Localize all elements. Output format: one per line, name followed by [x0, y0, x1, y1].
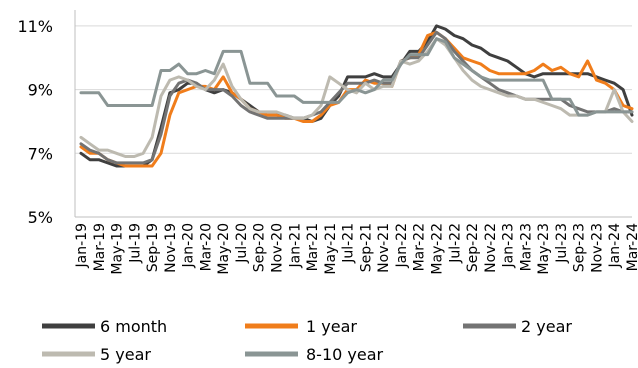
x-tick-label: Sep-23	[572, 223, 588, 272]
x-tick-label: Jul-20	[234, 223, 250, 264]
x-tick-label: Sep-20	[252, 223, 268, 272]
series-lines	[79, 24, 634, 168]
x-tick-label: Nov-20	[270, 223, 286, 273]
x-tick-label: May-20	[216, 223, 232, 275]
legend-label-5-year: 5 year	[100, 345, 151, 364]
x-tick-label: May-22	[429, 223, 445, 275]
x-tick-label: Nov-19	[163, 223, 179, 273]
y-tick-label: 7%	[28, 144, 53, 163]
legend-label-8-10-year: 8-10 year	[306, 345, 384, 364]
y-tick-label: 11%	[17, 17, 53, 36]
x-tick-label: Jan-19	[74, 223, 90, 268]
x-tick-label: May-23	[536, 223, 552, 275]
x-tick-label: Sep-22	[465, 223, 481, 272]
x-tick-label: Jan-20	[181, 223, 197, 268]
x-tick-label: Mar-22	[412, 223, 428, 271]
x-tick-label: Sep-21	[358, 223, 374, 272]
x-tick-label: Jan-23	[501, 223, 517, 268]
x-tick-label: May-21	[323, 223, 339, 275]
x-tick-label: Nov-21	[376, 223, 392, 273]
x-tick-label: Jul-19	[127, 223, 143, 264]
series-line-2-year	[79, 30, 634, 165]
x-tick-label: Nov-22	[483, 223, 499, 273]
legend-label-1-year: 1 year	[306, 317, 357, 336]
legend-label-6-month: 6 month	[100, 317, 167, 336]
y-tick-label: 5%	[28, 208, 53, 227]
y-axis-tick-labels: 5% 7% 9% 11%	[17, 17, 53, 227]
legend: 6 month 1 year 2 year 5 year 8-10 year	[42, 317, 572, 364]
x-tick-label: Mar-19	[92, 223, 108, 271]
x-tick-label: Jan-24	[607, 223, 623, 269]
x-tick-label: Mar-24	[625, 223, 638, 271]
x-tick-label: Mar-21	[305, 223, 321, 271]
x-tick-label: Nov-23	[589, 223, 605, 273]
x-tick-label: Jan-21	[287, 223, 303, 268]
x-tick-label: Sep-19	[145, 223, 161, 272]
series-line-5-year	[79, 37, 634, 158]
series-line-8-10-year	[79, 37, 634, 117]
y-tick-label: 9%	[28, 81, 53, 100]
legend-label-2-year: 2 year	[521, 317, 572, 336]
x-tick-label: Jul-22	[447, 223, 463, 264]
axes	[74, 10, 632, 218]
x-tick-label: Mar-20	[198, 223, 214, 271]
x-tick-label: Jul-23	[554, 223, 570, 264]
x-tick-label: Jan-22	[394, 223, 410, 268]
x-tick-label: Jul-21	[341, 223, 357, 264]
x-axis-tick-labels: Jan-19 Mar-19 May-19 Jul-19 Sep-19 Nov-19 Jan-…	[74, 223, 638, 275]
x-tick-label: Mar-23	[518, 223, 534, 271]
x-tick-label: May-19	[110, 223, 126, 275]
